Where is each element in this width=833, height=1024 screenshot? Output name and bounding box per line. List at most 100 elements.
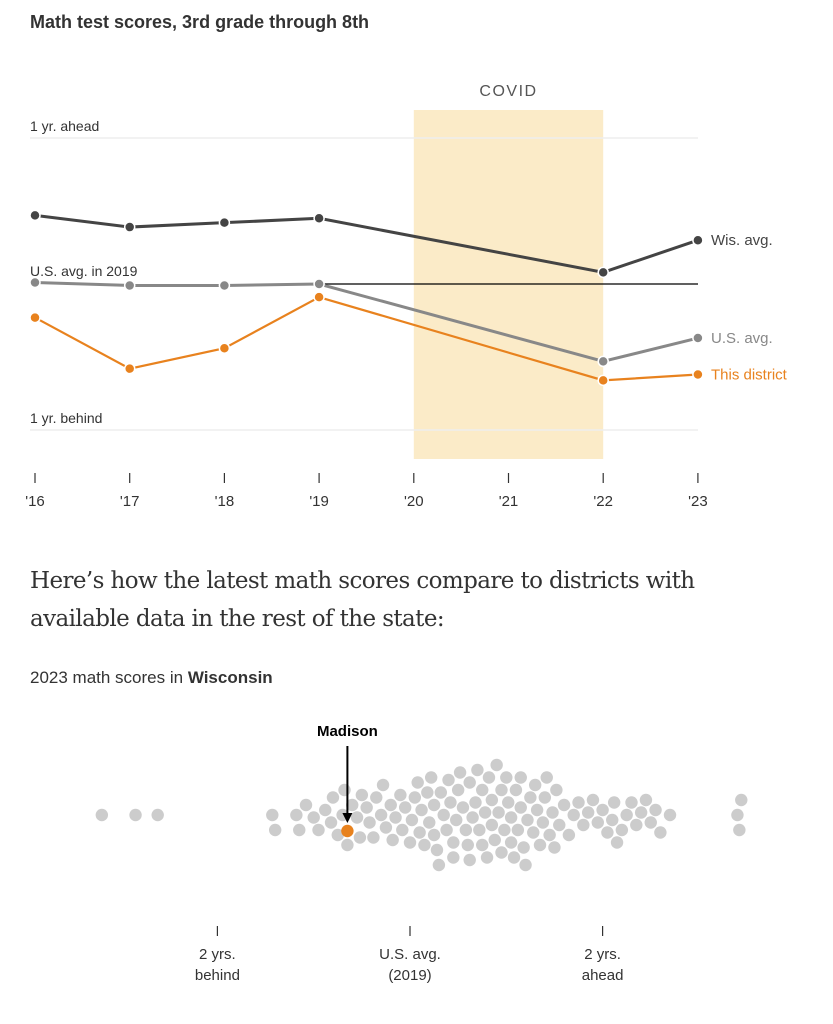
district-dot [447,836,460,849]
district-dot [353,831,367,844]
district-dot [268,823,282,837]
district-dot [733,823,746,837]
district-dot [495,783,508,797]
annotation-arrowhead [342,813,353,823]
data-point-us [313,278,325,290]
data-point-us [123,279,136,292]
district-dot [324,816,338,829]
data-point-wisconsin [218,216,231,229]
x-tick-label: '20 [404,493,424,510]
district-dot [384,798,397,812]
district-dot [663,808,677,822]
line-chart: COVID 1 yr. ahead U.S. avg. in 2019 1 yr. … [25,83,787,510]
district-dot [437,808,450,822]
series-label-wisconsin: Wis. avg. [711,232,773,249]
district-dot [572,796,585,809]
district-dot [607,796,621,809]
district-dot [490,758,503,772]
district-dot [630,818,643,832]
district-dot [557,798,571,812]
district-dot [538,791,552,804]
district-dot [451,783,465,797]
district-dot [577,818,590,832]
district-dot [519,858,532,872]
district-dot [504,811,518,824]
x-tick-label: (2019) [388,967,431,984]
district-dot [350,811,364,824]
district-dot [319,803,332,817]
district-dot [450,813,463,827]
explanatory-text: Here’s how the latest math scores compar… [30,568,695,632]
district-dot [530,803,544,817]
district-dot [527,826,540,839]
district-dot [453,766,467,779]
district-dot [379,821,393,834]
district-dot [606,813,619,827]
x-tick-label: '21 [499,493,519,510]
district-dot [634,806,648,819]
district-dot [95,808,109,822]
data-point-district [29,311,41,324]
data-point-us [692,332,704,344]
district-dot [498,823,511,837]
x-tick-label: 2 yrs. [584,946,621,963]
district-dot [620,808,633,822]
district-dot [478,806,492,819]
district-dot [562,828,576,842]
district-dot [403,836,417,849]
district-dot [129,808,142,822]
data-point-us [597,355,609,368]
x-tick-label: '17 [120,493,140,510]
district-dot [546,806,559,819]
highlight-district-dot [341,824,354,838]
district-dot [405,813,419,827]
district-dot [151,808,164,822]
district-dot [521,813,534,827]
data-point-us [218,279,231,292]
district-dot [731,808,744,822]
district-dot [591,816,604,829]
data-point-wisconsin [692,234,704,246]
district-dot [654,826,667,839]
district-dot [266,808,279,822]
district-dot [553,818,566,832]
subtitle-state: Wisconsin [187,668,273,687]
x-tick-label: 2 yrs. [199,946,236,963]
district-dot [293,823,306,837]
district-dot [511,823,525,837]
district-dot [528,778,542,792]
district-dot [299,798,313,812]
district-dot [394,788,407,802]
covid-label: COVID [479,83,537,100]
district-dot [440,823,453,837]
district-dot [625,796,638,809]
district-dot [418,838,431,852]
district-dot [456,801,470,814]
district-dot [495,846,508,859]
district-dot [644,816,657,829]
series-line-wisconsin [34,213,699,274]
district-dot [466,811,479,824]
district-dot [482,771,496,784]
district-dot [476,783,489,797]
district-dot [442,773,455,787]
district-dot [514,801,527,814]
district-dot [550,783,563,797]
district-dot [536,816,550,829]
district-dot [386,833,399,847]
district-dot [307,811,320,824]
district-dot [408,791,422,804]
district-dot [346,798,359,812]
district-dot [421,786,434,799]
district-dot [509,783,523,797]
district-dot [476,838,489,852]
series-label-us: U.S. avg. [711,330,773,347]
district-dot [543,828,556,842]
district-dot [427,828,441,842]
district-dot [415,803,428,817]
district-dot [517,841,530,854]
district-dot [649,803,662,817]
district-dot [447,851,460,864]
data-point-wisconsin [123,221,136,233]
series-line-district [34,295,698,382]
